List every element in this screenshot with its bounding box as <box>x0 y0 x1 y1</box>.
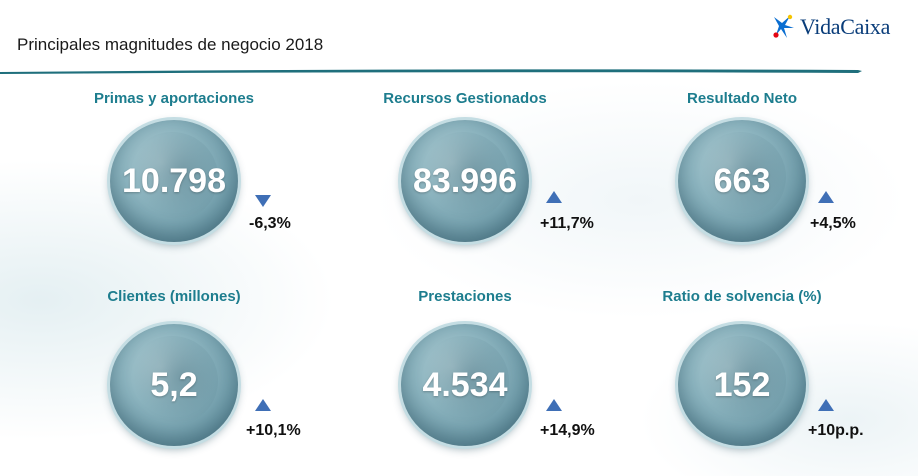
metric-label: Ratio de solvencia (%) <box>662 288 822 305</box>
metric-bubble: 5,2 <box>110 324 238 446</box>
trend-up-icon <box>818 399 834 411</box>
metric-label: Resultado Neto <box>686 90 797 107</box>
trend-up-icon <box>818 191 834 203</box>
page-title: Principales magnitudes de negocio 2018 <box>17 35 324 54</box>
metric-label: Clientes (millones) <box>107 288 241 305</box>
brand-logo: VidaCaixa <box>770 12 910 42</box>
brand-name: VidaCaixa <box>800 14 891 39</box>
metric-change: +4,5% <box>810 215 856 232</box>
metric-bubble: 4.534 <box>401 324 529 446</box>
metric-change: +10p.p. <box>808 422 864 439</box>
metric-value: 10.798 <box>122 161 226 200</box>
header-rule <box>0 69 862 74</box>
metric-value: 83.996 <box>413 161 517 200</box>
metric-value: 5,2 <box>150 365 198 404</box>
metric-change: -6,3% <box>249 215 291 232</box>
metric-recursos: Recursos Gestionados 83.996 +11,7% <box>315 90 615 270</box>
metric-label: Recursos Gestionados <box>383 90 547 107</box>
metric-solvencia: Ratio de solvencia (%) 152 +10p.p. <box>592 288 892 468</box>
metric-label: Prestaciones <box>418 288 512 305</box>
trend-up-icon <box>546 399 562 411</box>
metric-change: +10,1% <box>246 422 301 439</box>
metric-value: 152 <box>713 365 771 404</box>
metric-change: +11,7% <box>540 215 594 232</box>
metric-label: Primas y aportaciones <box>93 90 255 107</box>
metric-bubble: 83.996 <box>401 120 529 242</box>
metric-change: +14,9% <box>540 422 595 439</box>
trend-down-icon <box>255 195 271 207</box>
metric-bubble: 152 <box>678 324 806 446</box>
metric-value: 4.534 <box>422 365 508 404</box>
metric-resultado: Resultado Neto 663 +4,5% <box>592 90 892 270</box>
metric-primas: Primas y aportaciones 10.798 -6,3% <box>24 90 324 270</box>
metric-clientes: Clientes (millones) 5,2 +10,1% <box>24 288 324 468</box>
caixa-star-icon <box>773 14 794 38</box>
metric-prestaciones: Prestaciones 4.534 +14,9% <box>315 288 615 468</box>
trend-up-icon <box>546 191 562 203</box>
metric-bubble: 10.798 <box>110 120 238 242</box>
metric-value: 663 <box>713 161 771 200</box>
metric-bubble: 663 <box>678 120 806 242</box>
trend-up-icon <box>255 399 271 411</box>
